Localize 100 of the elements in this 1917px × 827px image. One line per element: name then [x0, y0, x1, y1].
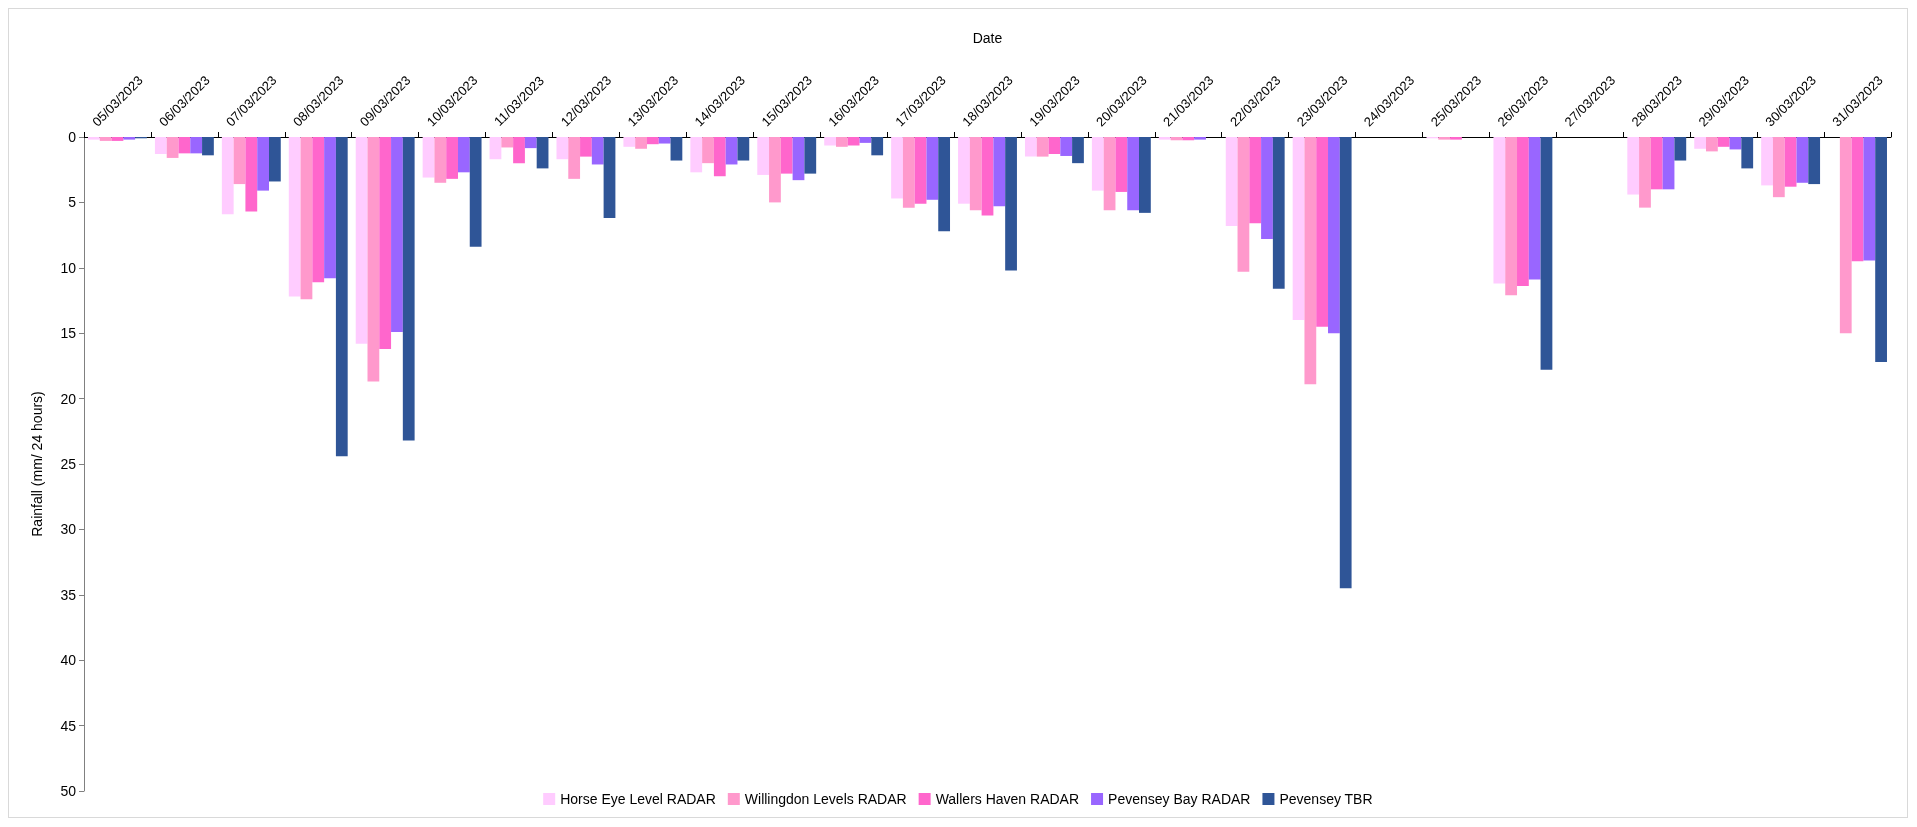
bar [288, 137, 301, 297]
bar [580, 137, 592, 157]
bar [446, 137, 458, 179]
bar [300, 137, 313, 300]
bar [981, 137, 994, 216]
bar [780, 137, 793, 174]
y-tick-label: 50 [60, 783, 77, 799]
bar [489, 137, 502, 160]
bar [233, 137, 246, 185]
bar [111, 137, 124, 141]
bar [1158, 137, 1171, 140]
bar [1839, 137, 1852, 334]
bar [1450, 137, 1462, 140]
bar [1784, 137, 1797, 187]
bar [1706, 137, 1718, 152]
legend-label: Willingdon Levels RADAR [744, 791, 907, 807]
bar [835, 137, 848, 147]
bar [1863, 137, 1876, 261]
bar [824, 137, 836, 146]
bar [1103, 137, 1116, 211]
y-tick-label: 45 [60, 717, 77, 734]
y-tick-label: 40 [60, 652, 77, 669]
bar [245, 137, 258, 212]
bar [1639, 137, 1651, 208]
bar [379, 137, 392, 349]
y-tick-label: 25 [60, 456, 77, 472]
bar [1237, 137, 1250, 272]
legend-label: Pevensey Bay RADAR [1108, 791, 1251, 807]
bar [154, 137, 167, 154]
bar [646, 137, 659, 145]
bar [603, 137, 616, 219]
bar [1304, 137, 1317, 385]
bar [556, 137, 569, 160]
bar [914, 137, 927, 204]
bar [1662, 137, 1675, 190]
bar [769, 137, 781, 203]
bar [713, 137, 726, 177]
bar [1091, 137, 1104, 191]
bar [513, 137, 525, 164]
bar [1729, 137, 1742, 150]
bar [457, 137, 470, 173]
bar [1796, 137, 1809, 183]
bar [1048, 137, 1061, 154]
bar [792, 137, 805, 181]
bar [88, 137, 100, 140]
bar [690, 137, 703, 173]
bar [1528, 137, 1541, 280]
bar [1517, 137, 1529, 287]
bar [1493, 137, 1506, 284]
bar [702, 137, 714, 164]
bar [434, 137, 447, 183]
bar [178, 137, 191, 154]
bar [568, 137, 581, 179]
bar [623, 137, 636, 147]
legend-label: Horse Eye Level RADAR [560, 791, 716, 807]
bar [536, 137, 549, 169]
bar [1650, 137, 1663, 190]
bar [391, 137, 403, 332]
bar [1761, 137, 1773, 186]
bar [524, 137, 537, 149]
bar [469, 137, 482, 247]
bar [958, 137, 970, 204]
bar [1505, 137, 1518, 296]
bar [1772, 137, 1785, 198]
y-tick-label: 20 [60, 390, 77, 407]
bar [1851, 137, 1864, 262]
bar [757, 137, 770, 175]
bar [591, 137, 604, 165]
bar [1139, 137, 1151, 213]
bar [1249, 137, 1262, 224]
bar [891, 137, 903, 199]
bar [1741, 137, 1754, 169]
y-tick-label: 30 [60, 521, 77, 538]
bar [871, 137, 884, 156]
bar [635, 137, 647, 149]
bar [1194, 137, 1206, 140]
bar [1875, 137, 1887, 362]
bar [1316, 137, 1329, 327]
bar [501, 137, 514, 148]
bar [1115, 137, 1128, 192]
bar [670, 137, 683, 161]
bar [847, 137, 860, 146]
bar [1036, 137, 1049, 157]
bar [1694, 137, 1707, 149]
bar [257, 137, 269, 191]
bar [725, 137, 738, 165]
bar [1182, 137, 1195, 141]
bar [1060, 137, 1073, 156]
bar [859, 137, 872, 143]
bar [938, 137, 951, 232]
bar [1717, 137, 1730, 147]
bar [324, 137, 336, 279]
bar [1808, 137, 1821, 185]
bar [737, 137, 750, 161]
bar [804, 137, 817, 174]
bar [1328, 137, 1340, 334]
bar [221, 137, 234, 215]
bar [166, 137, 179, 158]
bar [1438, 137, 1451, 140]
bar [1540, 137, 1553, 370]
